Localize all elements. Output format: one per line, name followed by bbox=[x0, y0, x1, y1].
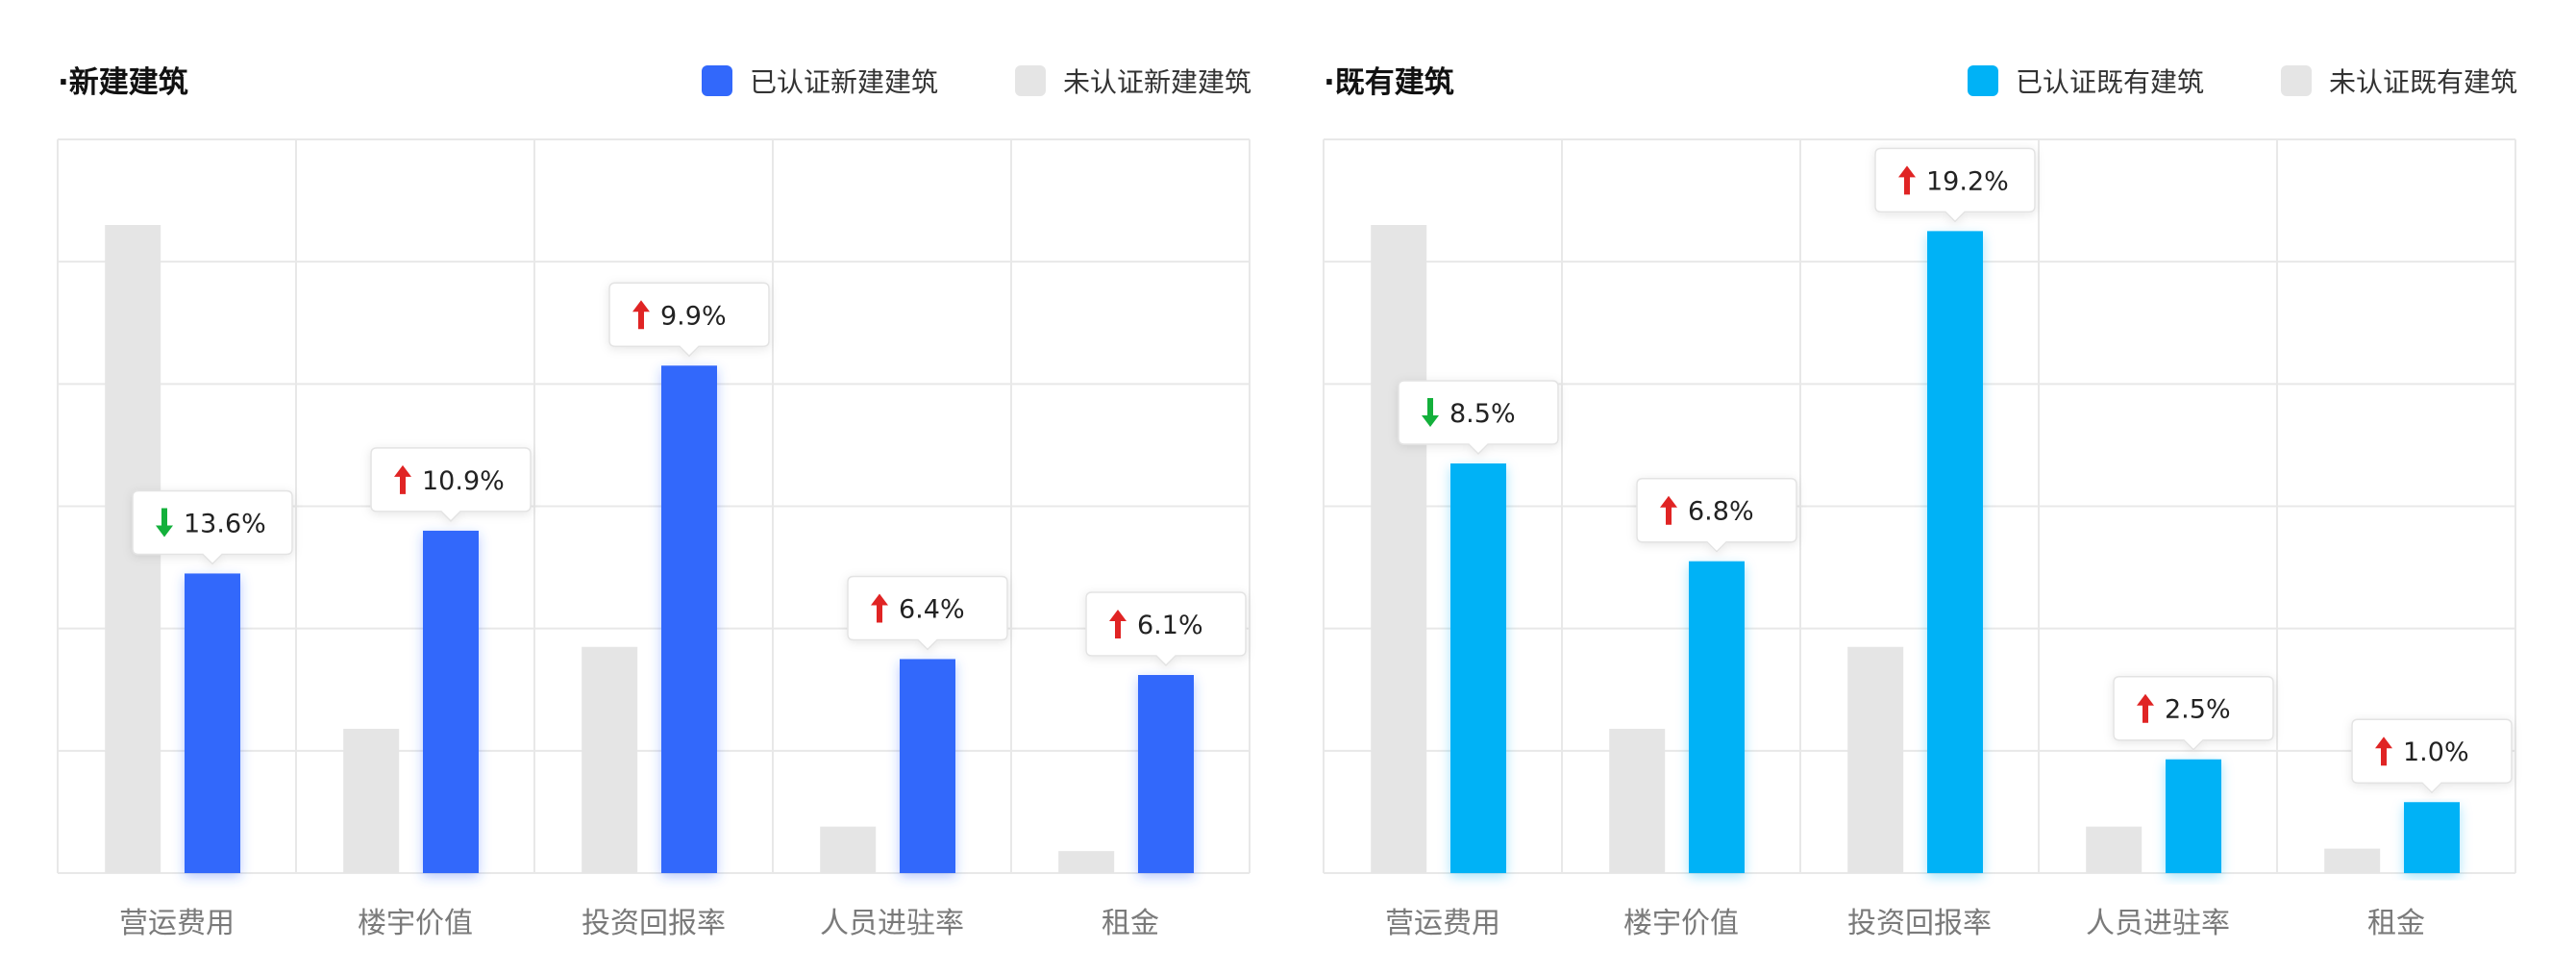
x-tick-label: 楼宇价值 bbox=[358, 907, 473, 940]
legend-item-certified[interactable]: 已认证既有建筑 bbox=[1968, 62, 2204, 100]
bar-uncertified[interactable] bbox=[582, 646, 638, 873]
change-callout: 1.0% bbox=[2351, 718, 2513, 794]
bar-certified[interactable] bbox=[1689, 561, 1745, 873]
legend-item-uncertified[interactable]: 未认证既有建筑 bbox=[2281, 62, 2517, 100]
arrow-up-icon bbox=[2375, 737, 2392, 766]
change-callout: 9.9% bbox=[608, 282, 770, 358]
chart-title: ·既有建筑 bbox=[1324, 65, 1454, 100]
grid-lines bbox=[1323, 138, 2516, 874]
bar-uncertified[interactable] bbox=[1371, 225, 1427, 873]
x-tick-label: 楼宇价值 bbox=[1623, 907, 1739, 940]
chart-panel-new-buildings: ·新建建筑 已认证新建建筑 未认证新建建筑 营运费用 13.6% 楼宇价值 10.9%… bbox=[57, 0, 1307, 975]
callout-label: 6.1% bbox=[1137, 611, 1203, 640]
arrow-down-icon bbox=[1422, 397, 1439, 427]
bar-certified[interactable] bbox=[423, 530, 479, 873]
legend-swatch bbox=[2281, 65, 2312, 96]
callout-box bbox=[1874, 147, 2036, 223]
callout-box bbox=[370, 447, 532, 522]
x-tick-label: 营运费用 bbox=[119, 907, 235, 940]
legend-label: 已认证既有建筑 bbox=[2016, 66, 2205, 98]
bar-certified[interactable] bbox=[185, 573, 240, 873]
arrow-up-icon bbox=[632, 300, 650, 330]
change-callout: 10.9% bbox=[370, 447, 532, 522]
change-callout: 6.4% bbox=[847, 575, 1008, 651]
arrow-up-icon bbox=[2137, 693, 2154, 723]
callout-box bbox=[132, 489, 293, 565]
legend-swatch bbox=[702, 65, 732, 96]
callout-label: 13.6% bbox=[184, 509, 266, 538]
change-callout: 6.1% bbox=[1085, 591, 1247, 667]
change-callout: 6.8% bbox=[1636, 477, 1797, 553]
callout-label: 2.5% bbox=[2165, 695, 2231, 725]
callout-box bbox=[1398, 380, 1559, 456]
callout-label: 19.2% bbox=[1926, 166, 2009, 196]
x-tick-label: 租金 bbox=[2367, 907, 2425, 940]
x-tick-label: 租金 bbox=[1102, 907, 1159, 940]
change-callout: 2.5% bbox=[2113, 675, 2274, 751]
change-callout: 19.2% bbox=[1874, 147, 2036, 223]
callout-label: 6.4% bbox=[899, 594, 965, 624]
x-tick-label: 投资回报率 bbox=[582, 907, 726, 940]
legend-item-certified[interactable]: 已认证新建建筑 bbox=[702, 62, 938, 100]
bar-uncertified[interactable] bbox=[1847, 646, 1904, 873]
callout-label: 1.0% bbox=[2403, 738, 2469, 767]
change-callout: 8.5% bbox=[1398, 380, 1559, 456]
x-tick-label: 人员进驻率 bbox=[820, 907, 964, 940]
legend-swatch bbox=[1968, 65, 1998, 96]
callout-box bbox=[608, 282, 770, 358]
bar-certified[interactable] bbox=[1138, 674, 1194, 873]
bar-uncertified[interactable] bbox=[2086, 826, 2143, 873]
callout-label: 10.9% bbox=[422, 466, 505, 496]
bar-uncertified[interactable] bbox=[2324, 848, 2381, 873]
change-callout: 13.6% bbox=[132, 489, 293, 565]
legend-label: 未认证既有建筑 bbox=[2329, 66, 2518, 98]
callout-box bbox=[2351, 718, 2513, 794]
bar-chart-existing-buildings: 营运费用 8.5% 楼宇价值 6.8% 投资回报率 19.2% 人员进驻率 2.5% 租金 1.0… bbox=[1323, 138, 2516, 940]
callout-label: 8.5% bbox=[1449, 399, 1516, 429]
x-tick-label: 人员进驻率 bbox=[2086, 907, 2230, 940]
arrow-up-icon bbox=[1109, 609, 1127, 638]
chart-title: ·新建建筑 bbox=[58, 65, 188, 100]
callout-box bbox=[1636, 477, 1797, 553]
chart-panel-existing-buildings: ·既有建筑 已认证既有建筑 未认证既有建筑 营运费用 8.5% 楼宇价值 6.8% 投资… bbox=[1323, 0, 2573, 975]
x-tick-label: 投资回报率 bbox=[1847, 907, 1992, 940]
legend-swatch bbox=[1015, 65, 1046, 96]
bar-certified[interactable] bbox=[2166, 759, 2221, 873]
bar-certified[interactable] bbox=[1450, 462, 1506, 873]
bar-certified[interactable] bbox=[1927, 231, 1983, 873]
callout-box bbox=[847, 575, 1008, 651]
callout-label: 6.8% bbox=[1688, 497, 1754, 527]
bar-uncertified[interactable] bbox=[820, 826, 877, 873]
x-tick-label: 营运费用 bbox=[1385, 907, 1500, 940]
arrow-up-icon bbox=[1898, 165, 1916, 195]
legend-label: 已认证新建建筑 bbox=[750, 66, 939, 98]
callout-label: 9.9% bbox=[660, 301, 727, 331]
arrow-up-icon bbox=[1660, 495, 1677, 525]
callout-box bbox=[1085, 591, 1247, 667]
callout-box bbox=[2113, 675, 2274, 751]
bar-uncertified[interactable] bbox=[1058, 851, 1115, 873]
bar-uncertified[interactable] bbox=[1609, 728, 1666, 873]
bar-certified[interactable] bbox=[2404, 802, 2460, 873]
arrow-up-icon bbox=[871, 593, 888, 623]
bar-chart-new-buildings: 营运费用 13.6% 楼宇价值 10.9% 投资回报率 9.9% 人员进驻率 6.4% 租金 6.… bbox=[57, 138, 1251, 940]
legend-item-uncertified[interactable]: 未认证新建建筑 bbox=[1015, 62, 1251, 100]
arrow-up-icon bbox=[394, 464, 411, 494]
arrow-down-icon bbox=[156, 508, 173, 538]
bar-certified[interactable] bbox=[900, 659, 955, 873]
bar-uncertified[interactable] bbox=[343, 728, 400, 873]
legend-label: 未认证新建建筑 bbox=[1063, 66, 1252, 98]
bar-certified[interactable] bbox=[661, 365, 717, 874]
